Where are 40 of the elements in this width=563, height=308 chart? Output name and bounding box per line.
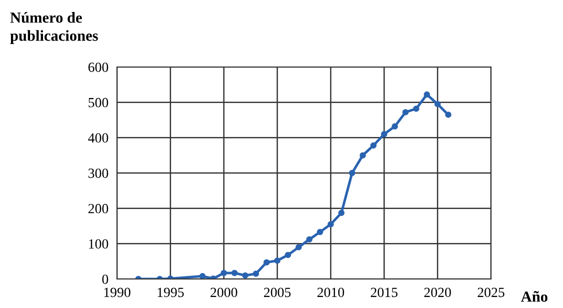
- point: [220, 270, 227, 276]
- point: [392, 123, 398, 130]
- y-tick-label: 500: [88, 98, 108, 108]
- point: [381, 131, 388, 138]
- y-tick-label: 0: [102, 274, 108, 284]
- x-tick-label: 2000: [210, 288, 238, 298]
- point: [274, 258, 280, 264]
- x-axis-title: Año: [520, 291, 548, 302]
- y-tick-label: 200: [88, 204, 108, 214]
- y-tick-label: 100: [89, 239, 108, 249]
- x-tick-label: 2005: [264, 288, 291, 298]
- point: [231, 270, 238, 276]
- point: [316, 228, 324, 236]
- x-tick-label: 2020: [424, 288, 451, 298]
- point: [199, 273, 206, 279]
- x-tick-label: 1990: [104, 288, 130, 298]
- point: [296, 244, 302, 250]
- point: [360, 152, 366, 158]
- point: [252, 270, 260, 277]
- point: [434, 100, 441, 108]
- point: [424, 91, 430, 98]
- y-tick-label: 300: [88, 168, 108, 178]
- point: [328, 221, 334, 228]
- point: [445, 112, 452, 118]
- point: [348, 170, 356, 176]
- point: [242, 272, 248, 279]
- point: [306, 236, 312, 243]
- point: [370, 142, 377, 149]
- point: [413, 106, 420, 112]
- x-tick-label: 1995: [158, 288, 184, 298]
- point: [402, 109, 409, 116]
- y-tick-label: 400: [88, 133, 108, 143]
- y-tick-label: 600: [88, 62, 108, 72]
- point: [338, 210, 345, 216]
- y-axis-title: Número de publicaciones: [10, 12, 98, 44]
- point: [284, 252, 292, 258]
- x-tick-label: 2010: [317, 288, 344, 298]
- point: [263, 259, 270, 266]
- x-tick-label: 2025: [478, 288, 504, 298]
- x-tick-label: 2015: [370, 288, 398, 298]
